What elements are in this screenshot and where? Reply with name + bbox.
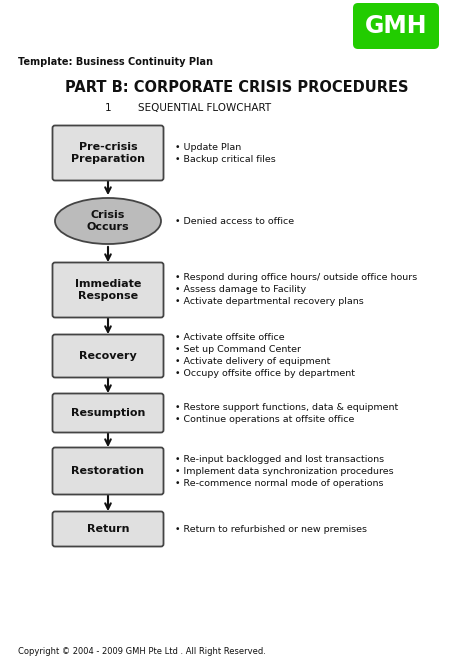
Text: • Update Plan: • Update Plan — [175, 143, 241, 151]
FancyBboxPatch shape — [53, 394, 164, 432]
Text: • Respond during office hours/ outside office hours: • Respond during office hours/ outside o… — [175, 274, 417, 282]
Text: • Restore support functions, data & equipment: • Restore support functions, data & equi… — [175, 402, 398, 412]
Text: Restoration: Restoration — [72, 466, 145, 476]
FancyBboxPatch shape — [53, 335, 164, 378]
Text: • Activate offsite office: • Activate offsite office — [175, 333, 284, 343]
Text: Pre-crisis
Preparation: Pre-crisis Preparation — [71, 142, 145, 164]
Text: • Activate delivery of equipment: • Activate delivery of equipment — [175, 357, 330, 367]
Text: GMH: GMH — [365, 14, 427, 38]
Text: SEQUENTIAL FLOWCHART: SEQUENTIAL FLOWCHART — [138, 103, 271, 113]
Text: Return: Return — [87, 524, 129, 534]
Text: Template: Business Continuity Plan: Template: Business Continuity Plan — [18, 57, 213, 67]
Text: • Activate departmental recovery plans: • Activate departmental recovery plans — [175, 297, 364, 307]
Text: Immediate
Response: Immediate Response — [75, 279, 141, 301]
Text: Resumption: Resumption — [71, 408, 145, 418]
Text: • Set up Command Center: • Set up Command Center — [175, 345, 301, 355]
Text: • Continue operations at offsite office: • Continue operations at offsite office — [175, 414, 355, 424]
Text: • Return to refurbished or new premises: • Return to refurbished or new premises — [175, 525, 367, 533]
FancyBboxPatch shape — [53, 511, 164, 546]
Text: 1: 1 — [105, 103, 111, 113]
Text: • Occupy offsite office by department: • Occupy offsite office by department — [175, 369, 355, 378]
Text: Crisis
Occurs: Crisis Occurs — [87, 210, 129, 232]
Text: Recovery: Recovery — [79, 351, 137, 361]
Ellipse shape — [55, 198, 161, 244]
FancyBboxPatch shape — [53, 125, 164, 181]
FancyBboxPatch shape — [53, 448, 164, 495]
Text: Copyright © 2004 - 2009 GMH Pte Ltd . All Right Reserved.: Copyright © 2004 - 2009 GMH Pte Ltd . Al… — [18, 647, 266, 657]
Text: • Re-input backlogged and lost transactions: • Re-input backlogged and lost transacti… — [175, 454, 384, 463]
Text: PART B: CORPORATE CRISIS PROCEDURES: PART B: CORPORATE CRISIS PROCEDURES — [65, 80, 409, 94]
FancyBboxPatch shape — [353, 3, 439, 49]
Text: • Denied access to office: • Denied access to office — [175, 216, 294, 226]
Text: • Assess damage to Facility: • Assess damage to Facility — [175, 286, 306, 295]
Text: • Implement data synchronization procedures: • Implement data synchronization procedu… — [175, 467, 393, 475]
FancyBboxPatch shape — [53, 262, 164, 317]
Text: • Backup critical files: • Backup critical files — [175, 155, 276, 163]
Text: • Re-commence normal mode of operations: • Re-commence normal mode of operations — [175, 479, 383, 487]
